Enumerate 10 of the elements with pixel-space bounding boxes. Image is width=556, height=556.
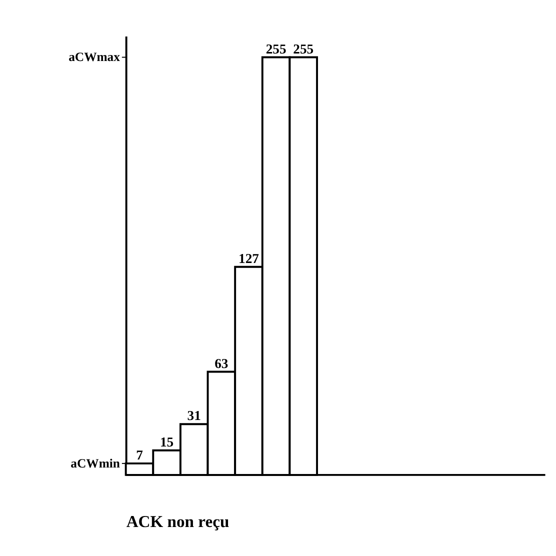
data-label: 127 <box>238 251 260 266</box>
data-label: 15 <box>160 434 174 450</box>
data-label: 255 <box>266 41 286 56</box>
text: aCWmin <box>70 456 120 470</box>
data-label: 31 <box>187 408 202 424</box>
data-label: 63 <box>214 356 228 371</box>
data-label: 7 <box>136 448 144 463</box>
text: aCWmax <box>68 50 121 64</box>
data-label: 255 <box>293 41 314 56</box>
x-axis-title: ACK non reçu <box>126 512 230 532</box>
